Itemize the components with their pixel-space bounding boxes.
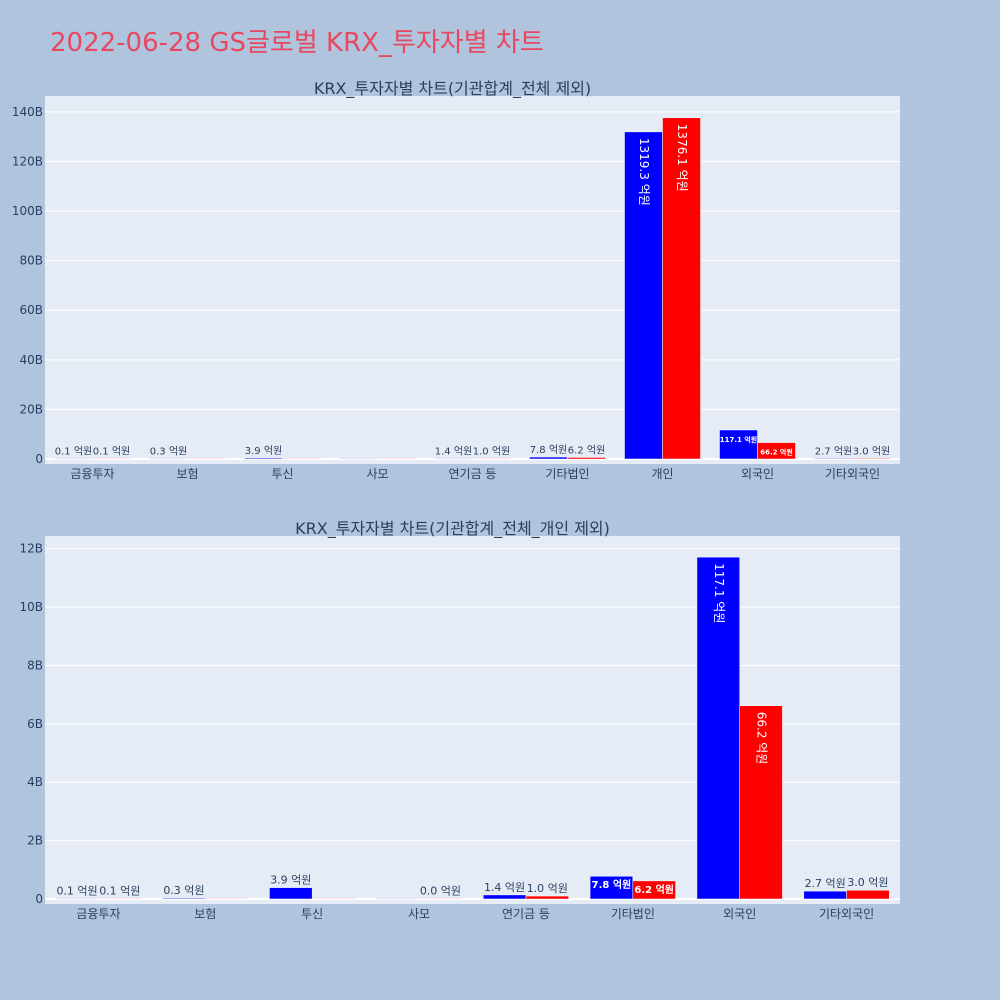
x-tick-label: 개인 — [651, 467, 673, 481]
bar — [719, 429, 758, 460]
bar — [311, 898, 356, 900]
x-tick-label: 기타법인 — [611, 907, 655, 921]
data-label: 3.9 억원 — [245, 445, 282, 457]
page-title: 2022-06-28 GS글로벌 KRX_투자자별 차트 — [50, 28, 544, 58]
bar — [282, 458, 321, 460]
data-label: 0.3 억원 — [150, 445, 187, 457]
x-tick-label: 외국인 — [741, 467, 774, 481]
x-tick-label: 기타법인 — [545, 467, 589, 481]
bar — [55, 898, 99, 900]
y-tick-label: 40B — [19, 353, 43, 367]
x-tick-label: 사모 — [366, 467, 388, 481]
bar — [162, 897, 206, 900]
plot-area — [45, 96, 900, 464]
data-label: 1.0 억원 — [527, 882, 568, 895]
y-tick-label: 120B — [12, 154, 43, 168]
bar — [269, 887, 313, 900]
data-label: 0.1 억원 — [93, 445, 130, 457]
y-tick-label: 6B — [27, 717, 43, 731]
bar — [376, 898, 420, 900]
x-tick-label: 보험 — [176, 467, 198, 481]
bar — [434, 458, 473, 460]
bar — [149, 458, 188, 460]
data-label: 2.7 억원 — [805, 877, 846, 890]
y-tick-label: 12B — [19, 542, 43, 556]
bar — [187, 458, 226, 460]
x-tick-label: 연기금 등 — [449, 467, 497, 481]
data-label: 0.1 억원 — [99, 884, 140, 897]
bar — [244, 457, 283, 460]
x-tick-label: 투신 — [301, 907, 323, 921]
x-tick-label: 기타외국인 — [819, 907, 874, 921]
chart-2: 0 2B 4B 6B 8B 10B 12B KRX_투자자별 차트(기관합계_전체_개인 제외… — [19, 519, 900, 921]
y-tick-label: 80B — [19, 254, 43, 268]
bar — [814, 458, 853, 460]
bar — [98, 898, 142, 900]
bar — [803, 890, 847, 900]
y-tick-label: 100B — [12, 204, 43, 218]
bar — [852, 458, 891, 460]
y-tick-label: 10B — [19, 600, 43, 614]
y-tick-label: 20B — [19, 402, 43, 416]
bar — [632, 880, 676, 900]
bar — [205, 898, 249, 900]
x-tick-label: 외국인 — [723, 907, 756, 921]
data-label: 3.9 억원 — [270, 874, 311, 887]
bar — [757, 442, 796, 460]
bar — [339, 458, 378, 460]
data-label: 1.0 억원 — [473, 445, 510, 457]
bar — [92, 458, 131, 460]
y-tick-label: 8B — [27, 658, 43, 672]
y-tick-label: 140B — [12, 105, 43, 119]
data-label: 66.2 억원 — [755, 712, 769, 765]
data-label: 1319.3 억원 — [637, 138, 651, 206]
bar — [525, 895, 569, 900]
bar — [377, 458, 416, 460]
data-label: 66.2 억원 — [760, 448, 793, 457]
data-label: 3.0 억원 — [847, 876, 888, 889]
data-label: 1.4 억원 — [484, 881, 525, 894]
x-tick-label: 금융투자 — [76, 907, 120, 921]
bar — [482, 894, 527, 900]
x-tick-label: 금융투자 — [70, 467, 114, 481]
y-tick-label: 0 — [35, 452, 43, 466]
data-label: 1.4 억원 — [435, 445, 472, 457]
y-tick-label: 0 — [35, 892, 43, 906]
data-label: 7.8 억원 — [530, 444, 567, 456]
bar — [696, 556, 740, 900]
data-label: 1376.1 억원 — [675, 124, 689, 192]
data-label: 0.1 억원 — [55, 445, 92, 457]
bar — [54, 458, 93, 460]
bar — [472, 458, 511, 460]
bar — [567, 457, 606, 460]
data-label: 0.3 억원 — [163, 884, 204, 897]
data-label: 6.2 억원 — [634, 883, 674, 896]
bar — [739, 705, 783, 900]
y-tick-label: 60B — [19, 303, 43, 317]
y-tick-label: 2B — [27, 834, 43, 848]
data-label: 117.1 억원 — [712, 563, 726, 623]
data-label: 117.1 억원 — [720, 435, 757, 444]
x-tick-label: 사모 — [408, 907, 430, 921]
data-label: 3.0 억원 — [853, 445, 890, 457]
chart-title: KRX_투자자별 차트(기관합계_전체 제외) — [314, 79, 591, 99]
data-label: 6.2 억원 — [568, 444, 605, 456]
bar — [418, 898, 463, 900]
bar — [529, 456, 568, 460]
data-label: 7.8 억원 — [592, 878, 632, 891]
data-label: 2.7 억원 — [815, 445, 852, 457]
data-label: 0.0 억원 — [420, 884, 461, 897]
bar — [662, 117, 701, 460]
x-tick-label: 투신 — [271, 467, 293, 481]
x-tick-label: 보험 — [194, 907, 216, 921]
x-tick-label: 연기금 등 — [502, 907, 550, 921]
chart-1: 0 20B 40B 60B 80B 100B 120B 140B KRX_투자자별 차트(기관합… — [12, 79, 900, 481]
bar — [846, 889, 890, 900]
bar — [624, 131, 663, 460]
data-label: 0.1 억원 — [56, 884, 97, 897]
x-tick-label: 기타외국인 — [825, 467, 880, 481]
y-tick-label: 4B — [27, 775, 43, 789]
chart-title: KRX_투자자별 차트(기관합계_전체_개인 제외) — [295, 519, 610, 539]
